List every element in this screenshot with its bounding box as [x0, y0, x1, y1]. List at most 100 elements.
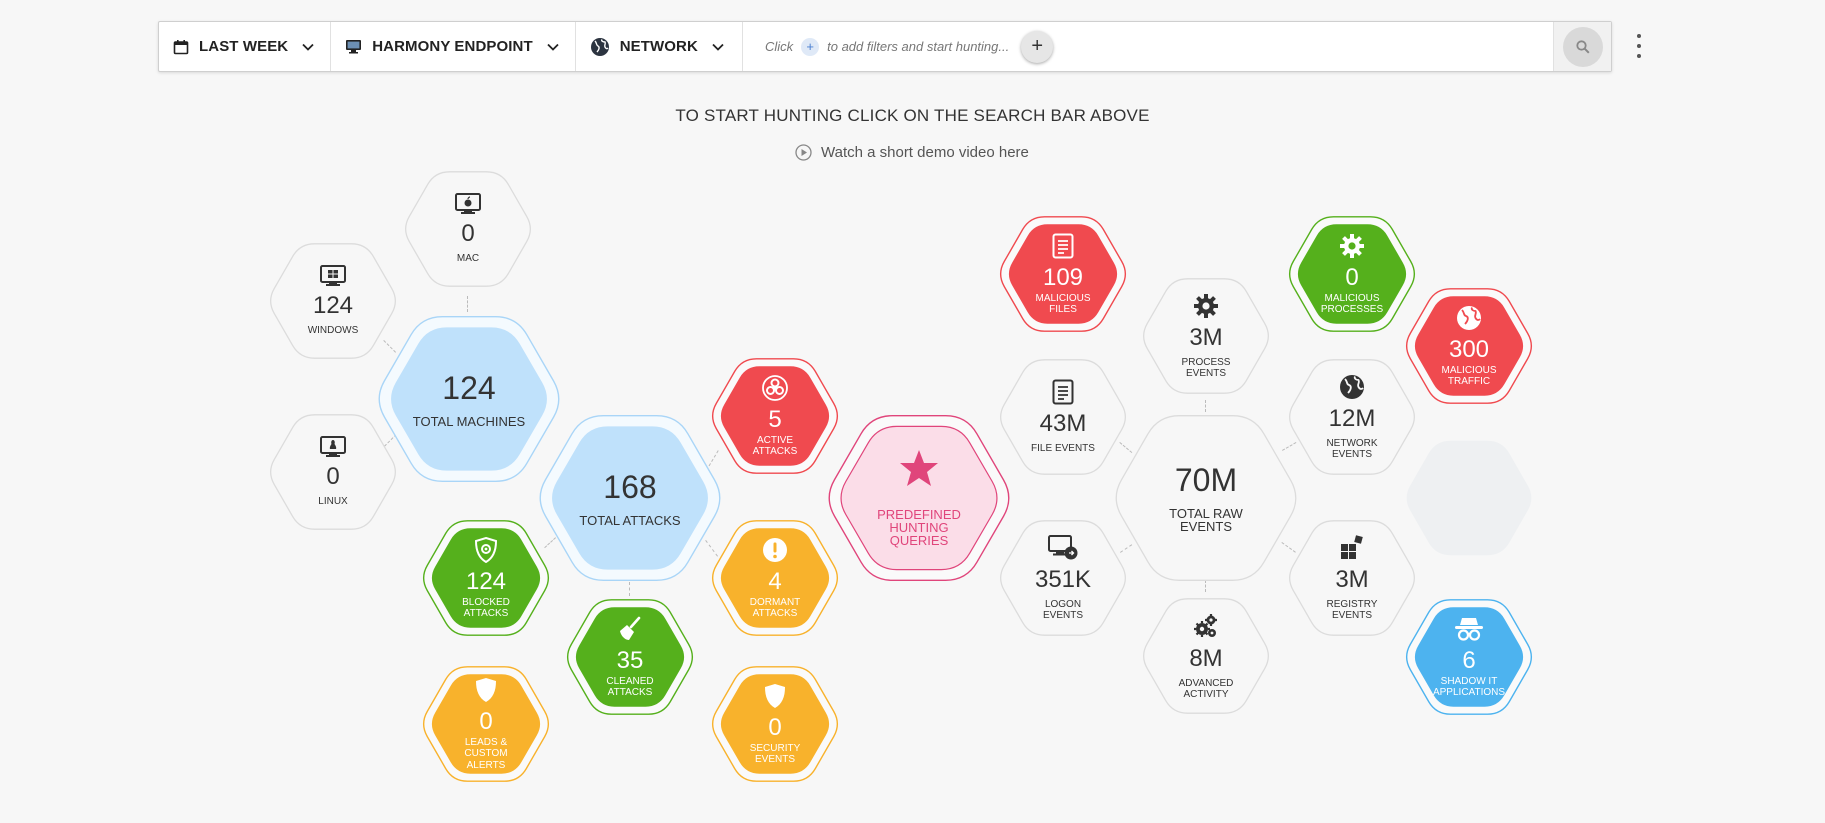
monitor-icon [346, 40, 362, 54]
hex-mac[interactable]: 0 MAC [398, 159, 538, 299]
hex-registry-events[interactable]: 3M REGISTRY EVENTS [1282, 508, 1422, 648]
hex-value: 0 [461, 220, 475, 248]
hex-security-events[interactable]: 0 SECURITY EVENTS [705, 654, 845, 794]
hex-value: 351K [1034, 565, 1092, 593]
hint-text: to add filters and start hunting... [827, 39, 1010, 54]
star-icon [899, 449, 939, 492]
hex-predefined[interactable]: PREDEFINED HUNTING QUERIES [820, 399, 1018, 597]
hint-click-text: Click [764, 39, 794, 54]
hex-value: 124 [465, 567, 507, 595]
hex-total-attacks[interactable]: 168 TOTAL ATTACKS [531, 399, 729, 597]
hex-windows[interactable]: 124 WINDOWS [263, 231, 403, 371]
hex-label: MALICIOUS PROCESSES [1320, 292, 1384, 316]
hex-label: DORMANT ATTACKS [749, 596, 801, 620]
source-filter-label: HARMONY ENDPOINT [372, 38, 533, 55]
mac-icon [455, 193, 481, 220]
hex-label: BLOCKED ATTACKS [462, 596, 510, 620]
hex-label: SECURITY EVENTS [749, 742, 801, 766]
chevron-down-icon [302, 43, 314, 51]
hex-label: TOTAL RAW EVENTS [1169, 506, 1243, 534]
search-bar[interactable]: LAST WEEK HARMONY ENDPOINT NETWORK Click… [158, 21, 1612, 72]
hex-value: 6 [1462, 646, 1476, 674]
globe-icon [1456, 305, 1482, 336]
hex-process-events[interactable]: 3M PROCESS EVENTS [1136, 266, 1276, 406]
shield-icon [763, 683, 787, 714]
hex-label: LEADS & CUSTOM ALERTS [464, 736, 508, 771]
logon-icon [1048, 534, 1078, 566]
hex-active-attacks[interactable]: 5 ACTIVE ATTACKS [705, 346, 845, 486]
time-filter[interactable]: LAST WEEK [159, 22, 332, 71]
hex-value: 0 [479, 707, 493, 735]
exclamation-icon [762, 537, 788, 568]
shield-icon [474, 536, 498, 568]
hex-value: 8M [1189, 644, 1223, 672]
hex-label: FILE EVENTS [1031, 443, 1095, 455]
linux-icon [320, 436, 346, 463]
add-filter-button[interactable]: + [1021, 30, 1054, 63]
hex-value: 70M [1174, 462, 1238, 498]
hex-cleaned-attacks[interactable]: 35 CLEANED ATTACKS [560, 587, 700, 727]
hex-value: 35 [616, 646, 644, 674]
hex-leads-alerts[interactable]: 0 LEADS & CUSTOM ALERTS [416, 654, 556, 794]
hex-value: 168 [603, 468, 657, 505]
hex-total-raw[interactable]: 70M TOTAL RAW EVENTS [1107, 399, 1305, 597]
search-button[interactable] [1562, 26, 1603, 67]
windows-icon [320, 265, 346, 292]
hex-malicious-processes[interactable]: 0 MALICIOUS PROCESSES [1282, 204, 1422, 344]
hex-shadow-it[interactable]: 6 SHADOW IT APPLICATIONS [1399, 587, 1539, 727]
hex-placeholder [1399, 428, 1539, 568]
time-filter-label: LAST WEEK [199, 38, 289, 55]
shield-icon [474, 677, 498, 708]
biohazard-icon [762, 374, 788, 406]
type-filter[interactable]: NETWORK [576, 22, 743, 71]
more-options-button[interactable] [1632, 34, 1646, 58]
hex-value: 4 [768, 567, 782, 595]
chevron-down-icon [712, 43, 724, 51]
hex-value: 0 [1345, 263, 1359, 291]
hex-label: MALICIOUS FILES [1035, 292, 1091, 316]
source-filter[interactable]: HARMONY ENDPOINT [331, 22, 576, 71]
hex-label: LINUX [318, 496, 348, 508]
search-icon [1575, 39, 1590, 54]
hex-label: LOGON EVENTS [1042, 598, 1083, 622]
hex-value: 43M [1039, 410, 1087, 438]
hex-label: ADVANCED ACTIVITY [1178, 677, 1234, 701]
document-icon [1052, 233, 1074, 264]
gear-icon [1339, 233, 1365, 264]
hex-label: CLEANED ATTACKS [606, 675, 654, 699]
gear-icon [1193, 293, 1219, 324]
hex-value: 3M [1189, 323, 1223, 351]
hex-blocked-attacks[interactable]: 124 BLOCKED ATTACKS [416, 508, 556, 648]
globe-icon [1339, 374, 1365, 405]
hex-dormant-attacks[interactable]: 4 DORMANT ATTACKS [705, 508, 845, 648]
hex-label: NETWORK EVENTS [1326, 437, 1378, 461]
globe-icon [590, 37, 609, 56]
demo-video-link[interactable]: Watch a short demo video here [795, 144, 1029, 161]
broom-icon [617, 616, 643, 647]
hex-value: 0 [326, 463, 340, 491]
hex-label: MALICIOUS TRAFFIC [1441, 364, 1497, 388]
search-input[interactable]: Click + to add filters and start hunting… [743, 22, 1553, 71]
hex-malicious-traffic[interactable]: 300 MALICIOUS TRAFFIC [1399, 276, 1539, 416]
hex-label: SHADOW IT APPLICATIONS [1432, 675, 1506, 699]
hex-label: WINDOWS [307, 325, 359, 337]
hex-value: 124 [312, 292, 354, 320]
hex-file-events[interactable]: 43M FILE EVENTS [993, 347, 1133, 487]
hex-malicious-files[interactable]: 109 MALICIOUS FILES [993, 204, 1133, 344]
hex-value: 5 [768, 405, 782, 433]
hex-value: 109 [1042, 263, 1084, 291]
hex-label: PROCESS EVENTS [1181, 356, 1231, 380]
hex-network-events[interactable]: 12M NETWORK EVENTS [1282, 347, 1422, 487]
hex-value: 0 [768, 713, 782, 741]
document-icon [1052, 379, 1074, 410]
hex-linux[interactable]: 0 LINUX [263, 402, 403, 542]
hex-value: 124 [442, 369, 496, 406]
hex-total-machines[interactable]: 124 TOTAL MACHINES [370, 300, 568, 498]
hex-label: ACTIVE ATTACKS [752, 434, 798, 458]
calendar-icon [173, 39, 189, 54]
hex-logon-events[interactable]: 351K LOGON EVENTS [993, 508, 1133, 648]
hex-advanced-activity[interactable]: 8M ADVANCED ACTIVITY [1136, 586, 1276, 726]
demo-link-label: Watch a short demo video here [821, 144, 1029, 161]
gears-icon [1192, 612, 1220, 645]
hex-label: TOTAL MACHINES [412, 413, 526, 429]
